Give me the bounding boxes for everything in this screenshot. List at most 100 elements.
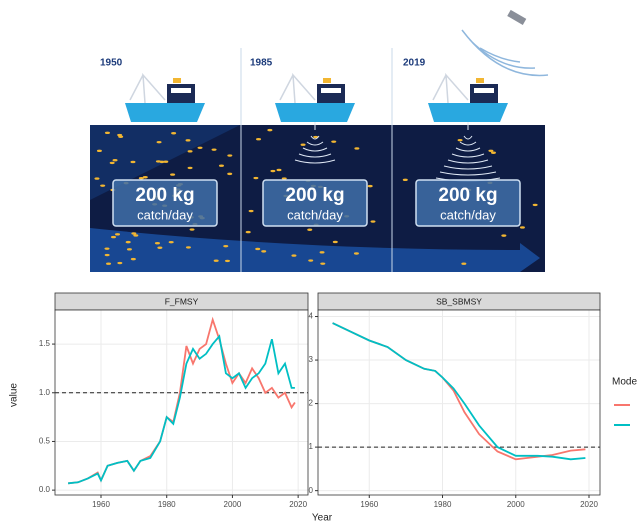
fish	[117, 261, 123, 265]
catch-amount: 200 kg	[135, 185, 194, 206]
ship-crane	[432, 72, 469, 104]
fish	[402, 178, 408, 182]
x-tick-label: 2000	[507, 500, 525, 509]
ship-window	[171, 88, 191, 93]
y-tick-label: 0.0	[39, 485, 51, 494]
fish	[94, 177, 100, 180]
fish	[461, 262, 467, 265]
fish	[227, 172, 233, 176]
sonar-wave	[459, 141, 477, 146]
fish	[519, 226, 525, 229]
sonar-wave	[294, 159, 336, 164]
ship-crane	[279, 72, 316, 104]
satellite-signal	[461, 29, 549, 77]
year-label: 1985	[250, 58, 273, 69]
fish	[354, 147, 360, 150]
sonar-wave	[447, 159, 489, 164]
fish	[253, 176, 259, 180]
year-label: 1950	[100, 58, 123, 69]
fish	[488, 149, 494, 153]
x-tick-label: 2020	[289, 500, 307, 509]
fish	[111, 235, 117, 239]
plot-border	[317, 309, 601, 496]
fish	[156, 140, 162, 144]
ship-hull	[428, 103, 508, 122]
fish	[157, 246, 163, 249]
fish	[300, 143, 306, 146]
fish	[154, 241, 160, 245]
fish	[159, 160, 165, 164]
arrow-band	[90, 228, 540, 272]
sonar-wave	[306, 141, 324, 146]
fish	[96, 149, 102, 153]
y-tick-label: 0	[309, 486, 314, 495]
fish	[331, 140, 337, 143]
fish	[248, 209, 254, 213]
fish	[171, 132, 177, 135]
fish	[255, 247, 261, 251]
fish	[281, 177, 287, 180]
fish	[189, 228, 195, 231]
fish	[490, 151, 496, 154]
fish	[261, 250, 267, 253]
y-tick-label: 1.0	[39, 388, 51, 397]
catch-box	[112, 179, 218, 227]
fish	[131, 232, 137, 235]
sonar-wave	[298, 153, 332, 158]
ship-cabin	[470, 84, 498, 103]
fish	[106, 262, 112, 265]
fish	[138, 177, 144, 180]
y-tick-label: 2	[309, 399, 314, 408]
sonar-wave	[439, 171, 497, 176]
catch-amount: 200 kg	[438, 185, 497, 206]
facet-title: SB_SBMSY	[436, 296, 482, 306]
ship-window	[474, 88, 494, 93]
fish	[320, 262, 326, 265]
ship-cabin	[167, 84, 195, 103]
fish	[224, 259, 230, 263]
fish	[319, 251, 325, 254]
fish	[367, 184, 373, 188]
fish	[307, 228, 313, 231]
fish	[332, 240, 338, 244]
ship-window	[321, 88, 341, 93]
facet-title: F_FMSY	[165, 296, 199, 306]
x-axis-label: Year	[312, 513, 333, 523]
ship-crane	[129, 72, 166, 104]
fish	[276, 168, 282, 172]
ship-flag	[173, 78, 181, 83]
fish	[163, 160, 169, 163]
fish	[104, 253, 110, 257]
ship-flag	[323, 78, 331, 83]
fish	[185, 246, 191, 249]
fish	[218, 164, 224, 167]
sonar-wave	[455, 147, 481, 152]
x-tick-label: 1960	[92, 500, 110, 509]
fish	[227, 154, 233, 157]
catch-unit: catch/day	[287, 207, 343, 222]
sonar-wave	[443, 165, 493, 170]
fish	[308, 259, 314, 262]
y-tick-label: 3	[309, 355, 314, 364]
catch-box	[262, 179, 368, 227]
fish	[112, 159, 118, 162]
y-tick-label: 4	[309, 312, 314, 321]
ship-flag	[476, 78, 484, 83]
fish	[501, 234, 507, 237]
sonar-wave	[310, 135, 320, 140]
data-line	[332, 322, 586, 461]
catch-box	[415, 179, 521, 227]
fish	[197, 146, 203, 149]
sonar-wave	[463, 135, 473, 140]
legend-title: Mode	[612, 377, 637, 388]
fish	[457, 138, 463, 142]
x-tick-label: 1980	[158, 500, 176, 509]
sonar-wave	[451, 153, 485, 158]
fish	[130, 257, 136, 261]
fish	[187, 150, 193, 153]
fish	[109, 161, 115, 165]
